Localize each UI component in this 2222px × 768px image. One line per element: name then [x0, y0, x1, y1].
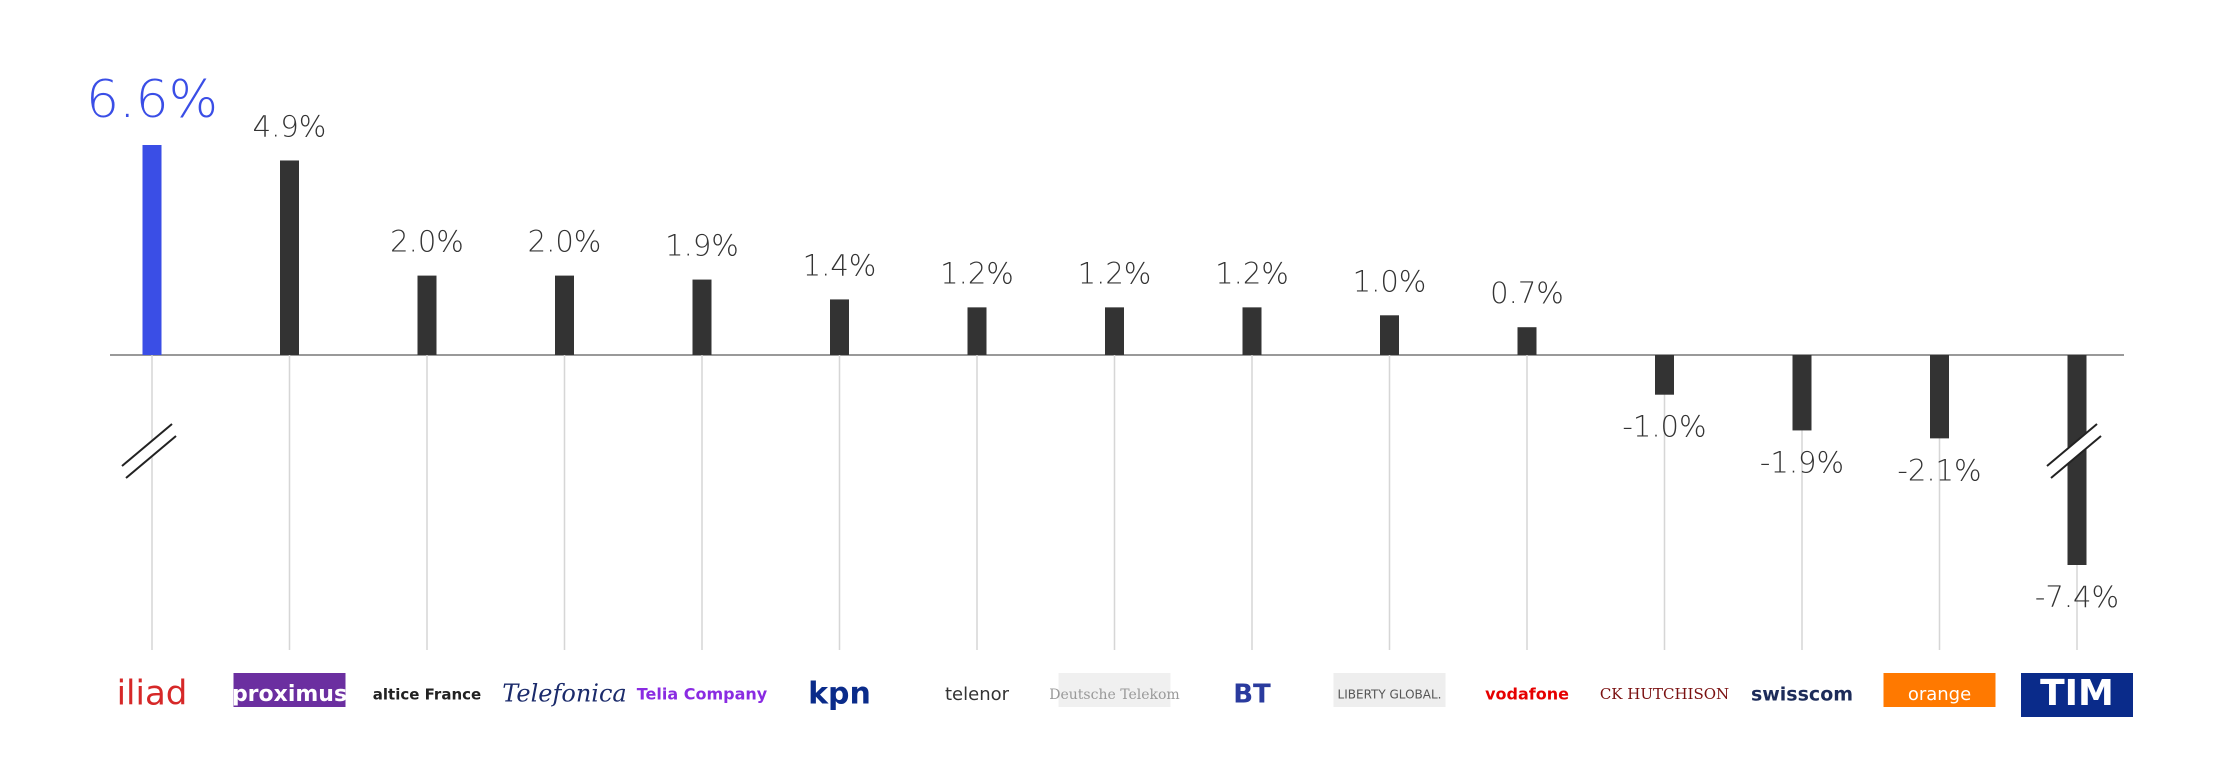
category-logo: altice France [373, 686, 481, 704]
value-label: -1.9% [1760, 445, 1844, 479]
category-logo: CK HUTCHISON [1600, 685, 1729, 703]
value-label: 6.6% [86, 70, 218, 130]
category-logo: proximus [232, 682, 347, 707]
value-label: 1.4% [803, 248, 877, 282]
bar [417, 275, 437, 355]
value-label: 2.0% [390, 225, 464, 259]
bar [1105, 307, 1124, 355]
value-label: 4.9% [253, 109, 327, 143]
category-logo: BT [1233, 680, 1271, 710]
bar [1655, 355, 1674, 395]
bar [1792, 355, 1812, 431]
bar [1380, 315, 1399, 355]
bar [1930, 355, 1949, 439]
axis-break [125, 435, 177, 479]
category-logo: orange [1908, 684, 1971, 705]
axis-break [2045, 425, 2103, 477]
category-logo: telenor [945, 684, 1010, 705]
bar [142, 145, 162, 355]
logo-bg [1333, 673, 1446, 707]
value-label: 1.2% [1078, 256, 1152, 290]
logo-bg [2021, 673, 2133, 717]
value-label: 1.2% [1215, 256, 1289, 290]
value-label: -1.0% [1622, 410, 1706, 444]
value-label: -2.1% [1897, 453, 1981, 487]
bar [967, 307, 987, 355]
value-label: 1.2% [940, 256, 1014, 290]
category-logo: Telefonica [502, 680, 626, 708]
category-logo: iliad [117, 674, 188, 714]
bar [830, 299, 849, 355]
logo-bg [1058, 673, 1171, 707]
logo-bg [1883, 673, 1996, 707]
bar [692, 279, 712, 355]
category-logo: vodafone [1485, 685, 1569, 704]
category-logo: kpn [808, 677, 871, 712]
bar [555, 275, 574, 355]
axis-break [120, 425, 178, 477]
value-label: 0.7% [1490, 276, 1564, 310]
value-label: 2.0% [528, 225, 602, 259]
category-logo: Telia Company [637, 685, 768, 704]
category-logo: TIM [2040, 673, 2114, 714]
axis-break [2050, 435, 2102, 479]
bar [1517, 327, 1537, 355]
category-logo: Deutsche Telekom [1049, 687, 1179, 703]
value-label: -7.4% [2035, 580, 2119, 614]
category-logo: swisscom [1751, 684, 1853, 706]
bar [2067, 355, 2087, 565]
category-logo: LIBERTY GLOBAL. [1338, 688, 1442, 702]
value-label: 1.9% [665, 229, 739, 263]
value-label: 1.0% [1353, 264, 1427, 298]
axis-break [121, 423, 173, 467]
axis-break [2046, 423, 2098, 467]
bar [1242, 307, 1262, 355]
bar [280, 160, 299, 355]
logo-bg [233, 673, 346, 707]
